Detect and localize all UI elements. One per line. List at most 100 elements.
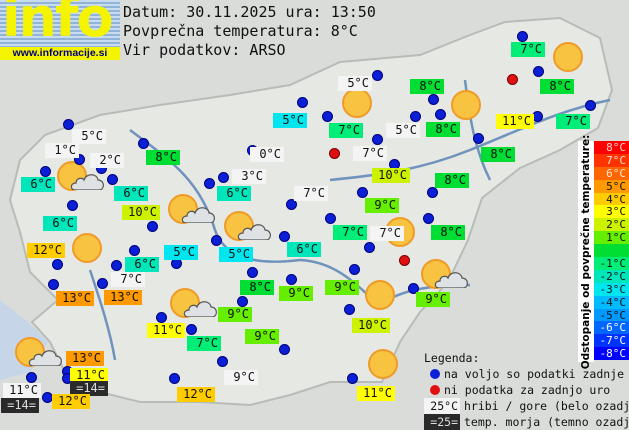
station-dot-available[interactable] [279, 344, 290, 355]
temperature-label[interactable]: 9°C [416, 292, 450, 307]
temperature-label[interactable]: 7°C [187, 336, 221, 351]
temperature-label[interactable]: 8°C [426, 122, 460, 137]
station-dot-available[interactable] [211, 235, 222, 246]
station-dot-available[interactable] [218, 172, 229, 183]
station-dot-available[interactable] [247, 267, 258, 278]
temperature-label[interactable]: 13°C [66, 351, 104, 366]
temperature-label[interactable]: 8°C [540, 79, 574, 94]
temperature-label[interactable]: 11°C [357, 386, 395, 401]
station-dot-available[interactable] [107, 174, 118, 185]
station-dot-available[interactable] [410, 111, 421, 122]
temperature-label[interactable]: 8°C [435, 173, 469, 188]
temperature-label[interactable]: 8°C [481, 147, 515, 162]
station-dot-available[interactable] [372, 134, 383, 145]
station-dot-available[interactable] [204, 178, 215, 189]
station-dot-available[interactable] [428, 94, 439, 105]
station-dot-available[interactable] [473, 133, 484, 144]
temperature-label[interactable]: 11°C [3, 383, 41, 398]
temperature-label[interactable]: 8°C [410, 79, 444, 94]
station-dot-available[interactable] [533, 66, 544, 77]
temperature-label[interactable]: 2°C [90, 153, 124, 168]
temperature-label[interactable]: 8°C [431, 225, 465, 240]
station-dot-available[interactable] [408, 283, 419, 294]
station-dot-available[interactable] [26, 372, 37, 383]
station-dot-available[interactable] [147, 221, 158, 232]
temperature-label[interactable]: 7°C [556, 114, 590, 129]
station-dot-available[interactable] [349, 264, 360, 275]
station-dot-available[interactable] [344, 304, 355, 315]
station-dot-available[interactable] [97, 278, 108, 289]
temperature-label[interactable]: 10°C [122, 205, 160, 220]
temperature-label[interactable]: 7°C [329, 123, 363, 138]
station-dot-available[interactable] [129, 245, 140, 256]
temperature-label[interactable]: 3°C [232, 169, 266, 184]
temperature-label[interactable]: 9°C [279, 286, 313, 301]
temperature-label[interactable]: 9°C [325, 280, 359, 295]
station-dot-available[interactable] [217, 356, 228, 367]
temperature-label[interactable]: 1°C [45, 143, 79, 158]
temperature-label[interactable]: 6°C [114, 186, 148, 201]
station-dot-available[interactable] [156, 312, 167, 323]
station-dot-available[interactable] [169, 373, 180, 384]
station-dot-available[interactable] [286, 274, 297, 285]
temperature-label[interactable]: 13°C [104, 290, 142, 305]
station-dot-available[interactable] [186, 324, 197, 335]
temperature-label[interactable]: 8°C [146, 150, 180, 165]
temperature-label[interactable]: 6°C [217, 186, 251, 201]
station-dot-available[interactable] [585, 100, 596, 111]
station-dot-available[interactable] [325, 213, 336, 224]
temperature-label[interactable]: 7°C [370, 226, 404, 241]
station-dot-available[interactable] [286, 199, 297, 210]
station-dot-available[interactable] [347, 373, 358, 384]
temperature-label[interactable]: 5°C [72, 129, 106, 144]
temperature-label[interactable]: 7°C [111, 272, 145, 287]
station-dot-available[interactable] [423, 213, 434, 224]
temperature-label[interactable]: 9°C [218, 307, 252, 322]
temperature-label[interactable]: 12°C [52, 394, 90, 409]
temperature-label[interactable]: 12°C [27, 243, 65, 258]
temperature-label[interactable]: 0°C [250, 147, 284, 162]
logo[interactable]: info www.informacije.si [0, 0, 120, 60]
temperature-label[interactable]: 12°C [177, 387, 215, 402]
logo-url-link[interactable]: www.informacije.si [0, 47, 120, 60]
temperature-label[interactable]: 11°C [147, 323, 185, 338]
temperature-label[interactable]: 7°C [511, 42, 545, 57]
station-dot-missing[interactable] [399, 255, 410, 266]
station-dot-available[interactable] [372, 70, 383, 81]
temperature-label[interactable]: 5°C [386, 123, 420, 138]
station-dot-available[interactable] [63, 119, 74, 130]
temperature-label[interactable]: 7°C [333, 225, 367, 240]
station-dot-available[interactable] [48, 279, 59, 290]
temperature-label[interactable]: 9°C [224, 370, 258, 385]
station-dot-available[interactable] [357, 187, 368, 198]
station-dot-missing[interactable] [507, 74, 518, 85]
temperature-label[interactable]: 6°C [21, 177, 55, 192]
station-dot-available[interactable] [322, 111, 333, 122]
temperature-label[interactable]: 5°C [164, 245, 198, 260]
temperature-label[interactable]: =14= [70, 381, 108, 396]
station-dot-available[interactable] [74, 154, 85, 165]
temperature-label[interactable]: 6°C [125, 257, 159, 272]
station-dot-available[interactable] [111, 260, 122, 271]
temperature-label[interactable]: 5°C [273, 113, 307, 128]
temperature-label[interactable]: 10°C [372, 168, 410, 183]
station-dot-available[interactable] [517, 31, 528, 42]
station-dot-available[interactable] [67, 200, 78, 211]
temperature-label[interactable]: 5°C [219, 247, 253, 262]
station-dot-available[interactable] [138, 138, 149, 149]
temperature-label[interactable]: 9°C [245, 329, 279, 344]
temperature-label[interactable]: 10°C [352, 318, 390, 333]
temperature-label[interactable]: =14= [1, 398, 39, 413]
temperature-label[interactable]: 6°C [287, 242, 321, 257]
station-dot-available[interactable] [40, 166, 51, 177]
station-dot-available[interactable] [427, 187, 438, 198]
temperature-label[interactable]: 11°C [70, 368, 108, 383]
temperature-label[interactable]: 8°C [240, 280, 274, 295]
station-dot-available[interactable] [364, 242, 375, 253]
station-dot-available[interactable] [297, 97, 308, 108]
station-dot-available[interactable] [435, 109, 446, 120]
temperature-label[interactable]: 9°C [365, 198, 399, 213]
temperature-label[interactable]: 7°C [353, 146, 387, 161]
temperature-label[interactable]: 13°C [56, 291, 94, 306]
temperature-label[interactable]: 6°C [43, 216, 77, 231]
